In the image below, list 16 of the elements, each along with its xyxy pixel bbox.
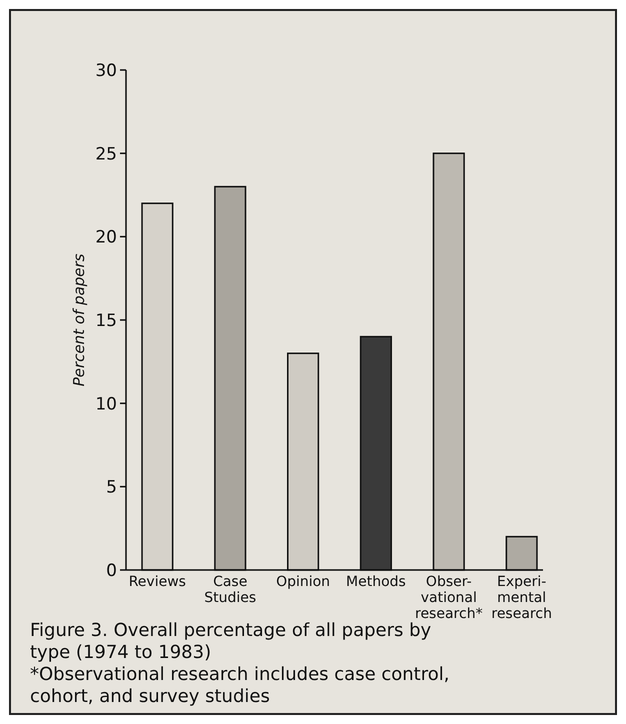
x-tick-label: Obser- vational research* [415, 574, 483, 622]
x-tick-label: Case Studies [204, 574, 256, 606]
y-tick-label: 20 [95, 228, 117, 248]
x-tick-label: Reviews [128, 574, 186, 590]
y-tick-label: 15 [95, 310, 117, 331]
x-tick-label: Opinion [276, 574, 330, 590]
text: Figure 3. Overall percentage of all papers by type (1974 to 1983) [30, 620, 432, 663]
y-tick-label: 0 [106, 560, 117, 581]
text: *Observational research includes case control, cohort, and survey studies [30, 664, 450, 707]
y-tick-label: 25 [95, 144, 117, 164]
x-tick-label: Experi- mental research [491, 574, 552, 622]
y-tick-label: 5 [106, 478, 117, 498]
y-tick-label: 10 [95, 394, 117, 414]
x-tick-label: Methods [346, 574, 406, 590]
y-axis-title: Percent of papers [70, 253, 88, 386]
y-tick-label: 30 [95, 60, 117, 81]
